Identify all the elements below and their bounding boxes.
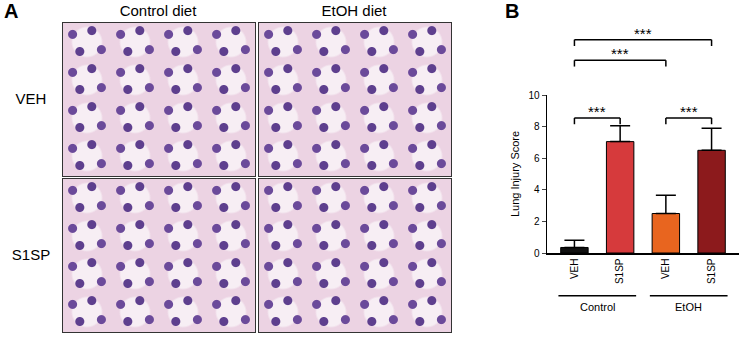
svg-text:Lung Injury Score: Lung Injury Score xyxy=(509,131,521,217)
svg-text:***: *** xyxy=(634,25,652,42)
svg-text:8: 8 xyxy=(534,121,540,132)
svg-text:S1SP: S1SP xyxy=(706,258,717,284)
svg-text:VEH: VEH xyxy=(660,259,671,280)
svg-text:***: *** xyxy=(588,103,606,120)
html-text:A: A xyxy=(4,0,19,22)
svg-text:***: *** xyxy=(611,45,629,62)
html-text:S1SP: S1SP xyxy=(11,246,51,263)
html-text:Control diet: Control diet xyxy=(119,2,197,19)
svg-text:***: *** xyxy=(680,103,698,120)
svg-text:10: 10 xyxy=(528,90,540,101)
svg-text:6: 6 xyxy=(534,153,540,164)
svg-text:0: 0 xyxy=(534,248,540,259)
html-text:B: B xyxy=(505,0,520,22)
svg-text:Control: Control xyxy=(580,301,615,313)
svg-text:VEH: VEH xyxy=(569,259,580,280)
html-text:EtOH diet: EtOH diet xyxy=(321,2,387,19)
svg-text:EtOH: EtOH xyxy=(675,301,702,313)
svg-text:4: 4 xyxy=(534,184,540,195)
svg-text:S1SP: S1SP xyxy=(614,258,625,284)
html-text:VEH: VEH xyxy=(15,90,47,107)
svg-text:2: 2 xyxy=(534,216,540,227)
